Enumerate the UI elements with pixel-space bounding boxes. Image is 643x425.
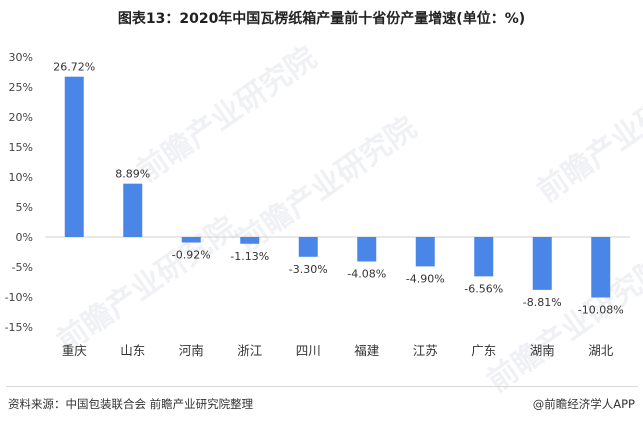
data-label: 26.72% [53, 61, 95, 74]
y-axis: 30% 25% 20% 15% 10% 5% 0% -5% -10% -15% [5, 51, 630, 334]
bar [474, 237, 494, 277]
data-label: -1.13% [230, 250, 269, 263]
bar-chart: 30% 25% 20% 15% 10% 5% 0% -5% -10% -15% 26.72% 8.8… [5, 51, 630, 358]
x-tick-label: 浙江 [237, 343, 262, 358]
y-tick-label: -15% [5, 321, 33, 334]
x-tick-label: 重庆 [62, 343, 88, 358]
x-tick-label: 江苏 [413, 343, 438, 358]
x-tick-label: 四川 [296, 343, 321, 358]
brand-credit: @前瞻经济学人APP [532, 397, 635, 411]
bar [357, 237, 377, 262]
bar [298, 237, 318, 257]
bar-series [64, 76, 611, 298]
bar [181, 237, 201, 243]
chart-title: 图表13：2020年中国瓦楞纸箱产量前十省份产量增速(单位：%) [117, 11, 526, 27]
y-tick-label: 15% [9, 141, 33, 154]
bar [240, 237, 260, 244]
x-axis: 重庆 山东 河南 浙江 四川 福建 江苏 广东 湖南 湖北 [62, 343, 614, 358]
data-label: -4.08% [347, 267, 386, 280]
y-tick-label: 30% [9, 51, 33, 64]
y-tick-label: 25% [9, 81, 33, 94]
y-tick-label: 5% [16, 201, 33, 214]
data-label: -10.08% [578, 303, 624, 316]
footer-divider [6, 386, 638, 387]
data-label: -8.81% [523, 296, 562, 309]
value-labels: 26.72% 8.89% -0.92% -1.13% -3.30% -4.08% -4.90… [53, 61, 623, 317]
x-tick-label: 湖北 [588, 343, 614, 358]
bar [64, 76, 84, 238]
data-label: -3.30% [289, 263, 328, 276]
x-tick-label: 湖南 [530, 343, 555, 358]
x-tick-label: 福建 [354, 343, 380, 358]
bar [532, 237, 552, 290]
source-note: 资料来源：中国包装联合会 前瞻产业研究院整理 [8, 397, 254, 411]
data-label: 8.89% [115, 168, 150, 181]
data-label: -4.90% [406, 272, 445, 285]
y-tick-label: 20% [9, 111, 33, 124]
bar [415, 237, 435, 267]
y-tick-label: 10% [9, 171, 33, 184]
y-tick-label: -10% [5, 291, 33, 304]
x-tick-label: 广东 [471, 343, 496, 358]
y-tick-label: -5% [12, 261, 33, 274]
x-tick-label: 河南 [179, 343, 204, 358]
data-label: -6.56% [464, 282, 503, 295]
data-label: -0.92% [172, 249, 211, 262]
x-tick-label: 山东 [120, 343, 145, 358]
y-tick-label: 0% [16, 231, 33, 244]
bar [123, 183, 143, 237]
bar [591, 237, 611, 298]
